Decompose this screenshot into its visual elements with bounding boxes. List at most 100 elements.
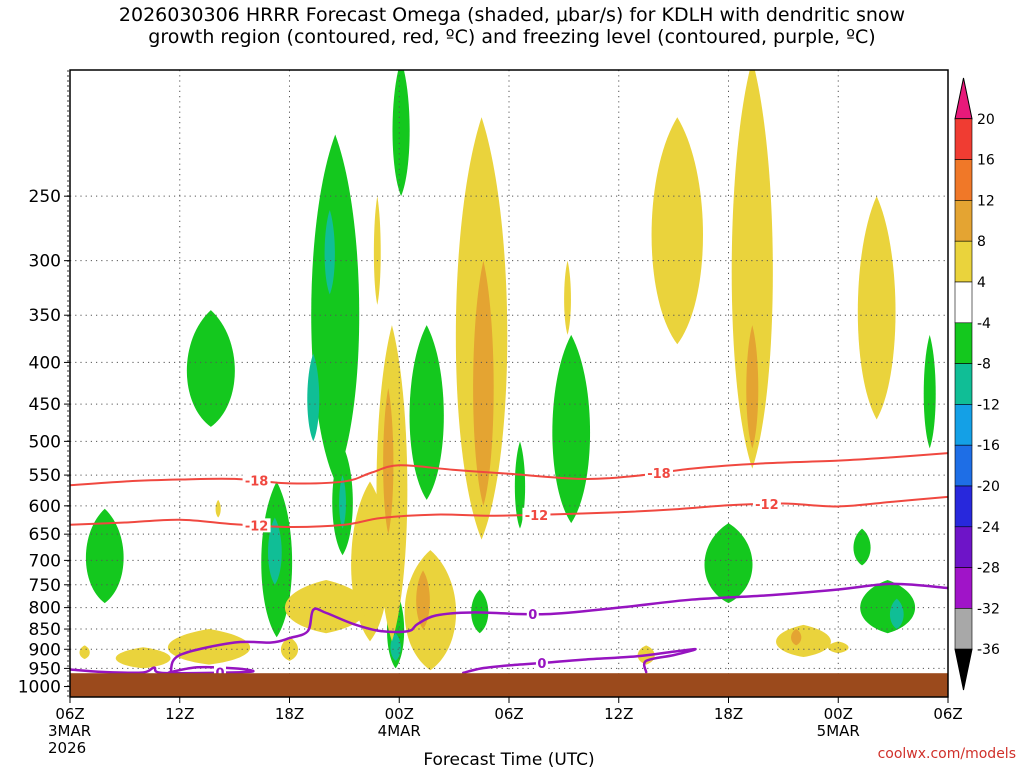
source-credit: coolwx.com/models xyxy=(877,746,1016,762)
y-tick-label: 400 xyxy=(29,353,61,373)
colorbar-swatch xyxy=(954,363,973,405)
y-tick-label: 350 xyxy=(29,306,61,326)
omega-region xyxy=(186,310,235,427)
omega-region xyxy=(284,580,368,634)
contour-label-background xyxy=(242,518,271,533)
omega-field xyxy=(79,70,936,671)
colorbar-swatch xyxy=(954,444,973,487)
chart-title-line-2: growth region (contoured, red, ºC) and f… xyxy=(148,26,876,48)
contour-label-background xyxy=(526,606,539,621)
omega-region xyxy=(704,523,753,604)
x-tick-label: 00Z xyxy=(824,705,853,723)
omega-region xyxy=(409,325,444,500)
x-tick-label: 5MAR xyxy=(817,722,860,740)
omega-region xyxy=(311,134,360,482)
omega-region xyxy=(746,325,759,449)
omega-region xyxy=(791,629,802,646)
contour-line xyxy=(70,495,948,529)
colorbar-label: -12 xyxy=(977,397,1000,413)
contour-label: -18 xyxy=(245,475,269,490)
contour-label: -12 xyxy=(245,519,269,534)
contour-label: -12 xyxy=(525,509,549,524)
colorbar-label: -16 xyxy=(977,438,1000,454)
omega-region xyxy=(552,334,591,524)
x-tick-label: 4MAR xyxy=(378,722,421,740)
x-tick-label: 06Z xyxy=(933,705,962,723)
contour-lines: -18-18-12-12-12000 xyxy=(70,452,948,682)
y-tick-label: 800 xyxy=(29,599,61,619)
x-tick-label: 18Z xyxy=(275,705,304,723)
y-tick-label: 450 xyxy=(29,395,61,415)
colorbar-swatch xyxy=(954,240,973,283)
contour-line xyxy=(70,452,948,487)
contour-label: -12 xyxy=(755,498,779,513)
colorbar-label: -36 xyxy=(977,642,1000,658)
colorbar-label: -4 xyxy=(977,316,991,332)
y-tick-label: 950 xyxy=(29,659,61,679)
grid-lines xyxy=(70,70,948,697)
x-tick-label: 18Z xyxy=(714,705,743,723)
omega-region xyxy=(853,528,871,566)
colorbar-label: 12 xyxy=(977,193,995,209)
chart-title-line-1: 2026030306 HRRR Forecast Omega (shaded, … xyxy=(118,4,906,26)
y-tick-label: 250 xyxy=(29,187,61,207)
x-tick-label: 00Z xyxy=(385,705,414,723)
contour-line xyxy=(462,647,697,675)
colorbar-label: -24 xyxy=(977,520,1000,536)
omega-region xyxy=(339,475,346,529)
y-tick-label: 750 xyxy=(29,576,61,596)
colorbar-label: 8 xyxy=(977,234,986,250)
omega-region xyxy=(776,624,831,658)
omega-region xyxy=(923,334,936,449)
y-tick-label: 700 xyxy=(29,551,61,571)
omega-region xyxy=(79,645,90,659)
colorbar-swatch xyxy=(954,200,973,242)
y-tick-label: 550 xyxy=(29,466,61,486)
colorbar-swatch xyxy=(954,159,973,201)
ground-surface xyxy=(70,673,948,697)
colorbar-label: 20 xyxy=(977,112,995,128)
omega-region xyxy=(651,117,704,345)
y-tick-label: 600 xyxy=(29,497,61,517)
omega-region xyxy=(307,353,320,442)
contour-label-background xyxy=(644,465,673,480)
y-tick-label: 850 xyxy=(29,620,61,640)
ground-fill xyxy=(70,673,948,697)
omega-region xyxy=(514,441,526,529)
x-tick-label: 06Z xyxy=(55,705,84,723)
y-tick-label: 900 xyxy=(29,640,61,660)
colorbar-label: -20 xyxy=(977,479,1000,495)
omega-region xyxy=(215,499,221,518)
colorbar-bottom-triangle xyxy=(954,648,973,691)
y-tick-label: 1000 xyxy=(18,678,61,698)
colorbar-swatch xyxy=(954,281,973,324)
x-tick-label: 12Z xyxy=(165,705,194,723)
omega-region xyxy=(85,508,124,604)
omega-region xyxy=(324,210,335,295)
contour-label: -18 xyxy=(647,467,671,482)
x-axis-label: Forecast Time (UTC) xyxy=(423,750,594,768)
omega-region xyxy=(115,647,171,669)
y-tick-label: 500 xyxy=(29,432,61,452)
omega-region xyxy=(404,550,457,671)
omega-region xyxy=(392,70,410,197)
colorbar-top-triangle xyxy=(954,77,973,120)
omega-region xyxy=(564,260,571,335)
colorbar-swatch xyxy=(954,526,973,568)
contour-label: 0 xyxy=(528,608,537,623)
x-tick-label: 2026 xyxy=(48,739,86,757)
colorbar-label: -32 xyxy=(977,601,1000,617)
colorbar-label: 16 xyxy=(977,153,995,169)
x-tick-label: 06Z xyxy=(494,705,523,723)
contour-label-background xyxy=(535,656,548,671)
pressure-axis: 2503003504004505005506006507007508008509… xyxy=(18,187,70,698)
omega-region xyxy=(473,260,494,506)
colorbar-swatch xyxy=(954,567,973,609)
contour-label-background xyxy=(242,473,271,488)
omega-region xyxy=(889,598,904,630)
omega-region xyxy=(373,196,381,305)
contour-label: 0 xyxy=(537,657,546,672)
colorbar-swatch xyxy=(954,404,973,446)
